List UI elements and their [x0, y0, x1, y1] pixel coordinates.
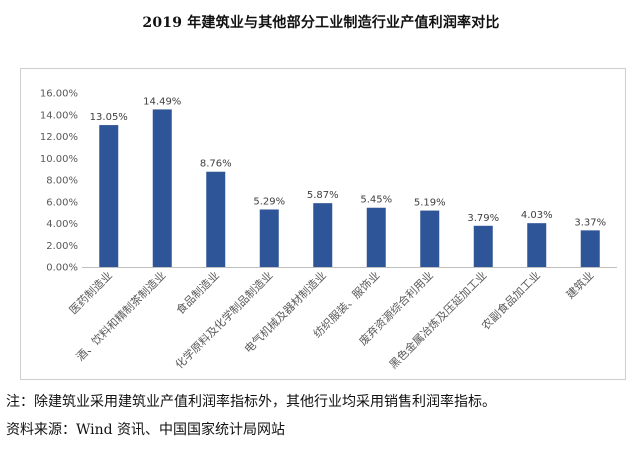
bar — [420, 210, 440, 267]
bar-value-label: 4.03% — [521, 210, 553, 221]
category-label: 黑色金属冶炼及压延加工业 — [386, 268, 489, 371]
bar-value-label: 3.37% — [574, 217, 606, 228]
category-label: 建筑业 — [563, 268, 596, 301]
y-tick-label: 14.00% — [40, 110, 78, 121]
bar-value-label: 5.19% — [414, 198, 446, 209]
bar-value-label: 13.05% — [90, 112, 128, 123]
y-tick-label: 6.00% — [46, 197, 78, 208]
bar-value-label: 5.29% — [253, 196, 285, 207]
bar-value-label: 8.76% — [200, 159, 232, 170]
category-label: 化学原料及化学制品制造业 — [172, 268, 275, 371]
bar — [206, 171, 226, 267]
category-label: 医药制造业 — [66, 268, 115, 317]
chart-title: 2019 年建筑业与其他部分工业制造行业产值利润率对比 — [142, 15, 500, 31]
y-tick-label: 16.00% — [40, 89, 78, 100]
bar — [366, 207, 386, 267]
y-tick-label: 10.00% — [40, 154, 78, 165]
category-label: 酒、饮料和精制茶制造业 — [73, 268, 168, 363]
bar-chart: 0.00% 2.00% 4.00% 6.00% 8.00% 10.00% 12.00% 14.… — [40, 89, 617, 371]
chart-frame: 0.00% 2.00% 4.00% 6.00% 8.00% 10.00% 12.00% 14.… — [20, 68, 626, 380]
y-tick-label: 2.00% — [46, 241, 78, 252]
y-tick-label: 0.00% — [46, 263, 78, 274]
bar-value-label: 3.79% — [467, 213, 499, 224]
bar — [99, 125, 119, 267]
y-tick-label: 8.00% — [46, 176, 78, 187]
data-source: 资料来源：Wind 资讯、中国国家统计局网站 — [6, 422, 286, 438]
chart-note: 注：除建筑业采用建筑业产值利润率指标外，其他行业均采用销售利润率指标。 — [6, 394, 496, 410]
bar-value-label: 5.45% — [360, 195, 392, 206]
y-tick-label: 4.00% — [46, 219, 78, 230]
category-label: 食品制造业 — [173, 268, 222, 317]
bar — [313, 203, 333, 267]
y-tick-label: 12.00% — [40, 132, 78, 143]
bar — [259, 209, 279, 267]
bar — [473, 225, 493, 267]
bar — [527, 223, 547, 267]
bar-value-label: 14.49% — [143, 96, 181, 107]
bar — [580, 230, 600, 267]
bar-value-label: 5.87% — [307, 190, 339, 201]
bar — [152, 109, 172, 267]
